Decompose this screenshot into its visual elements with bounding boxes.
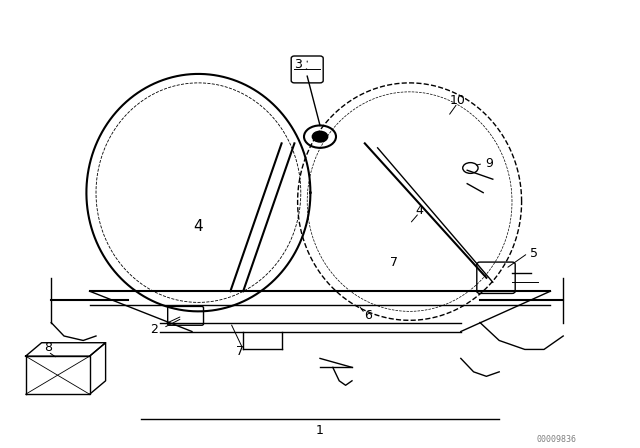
Text: 2: 2 — [150, 323, 157, 336]
FancyBboxPatch shape — [168, 306, 204, 325]
Text: 8: 8 — [44, 340, 52, 354]
Text: 7: 7 — [236, 345, 244, 358]
Circle shape — [312, 131, 328, 142]
Text: 3: 3 — [294, 58, 301, 72]
Text: 7: 7 — [390, 255, 397, 269]
Text: 00009836: 00009836 — [537, 435, 577, 444]
FancyBboxPatch shape — [291, 56, 323, 83]
Text: 10: 10 — [450, 94, 465, 108]
Text: 5: 5 — [531, 246, 538, 260]
Text: 6: 6 — [364, 309, 372, 323]
Text: 9: 9 — [486, 157, 493, 170]
FancyBboxPatch shape — [477, 262, 515, 293]
Text: 4: 4 — [415, 204, 423, 217]
Text: 4: 4 — [193, 219, 204, 234]
Text: 1: 1 — [316, 424, 324, 438]
